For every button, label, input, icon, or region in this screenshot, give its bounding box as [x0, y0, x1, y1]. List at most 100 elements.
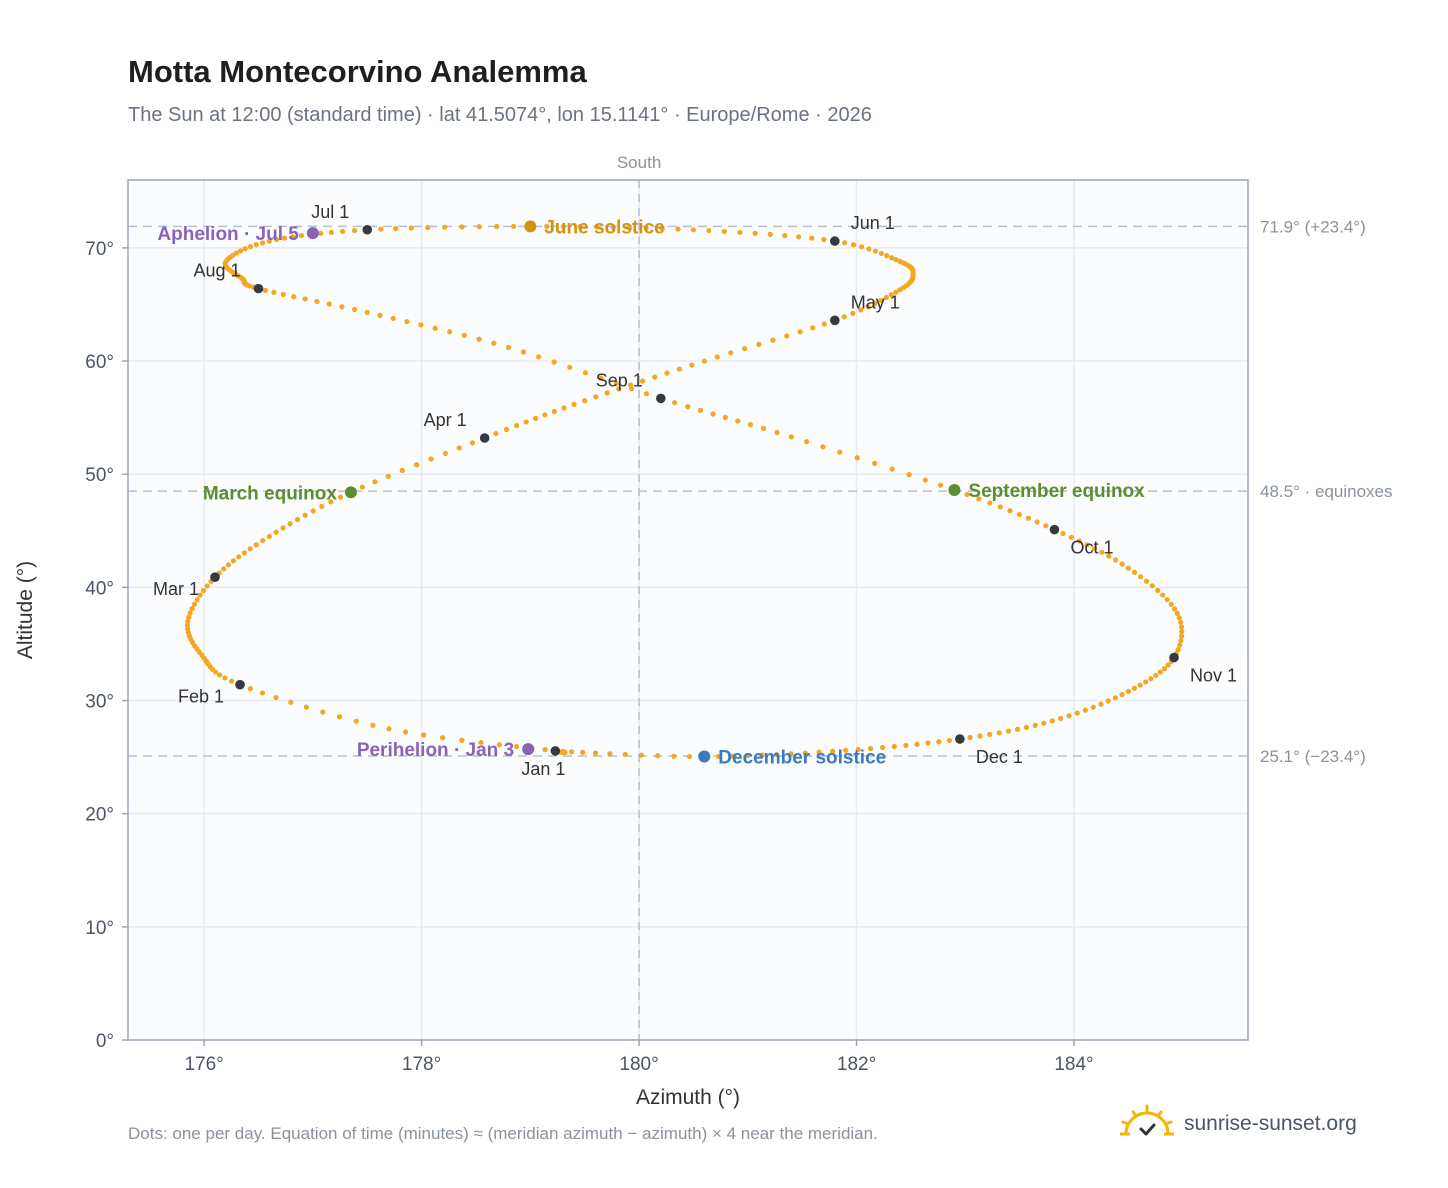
daily-dot	[493, 430, 499, 437]
daily-dot	[872, 248, 879, 254]
daily-dot	[690, 227, 697, 233]
daily-dot	[503, 426, 510, 433]
daily-dot	[582, 398, 588, 404]
month-marker	[829, 236, 840, 246]
daily-dot	[850, 242, 857, 248]
daily-dot	[1058, 715, 1064, 722]
daily-dot	[821, 236, 827, 243]
daily-dot	[1172, 606, 1178, 612]
daily-dot	[593, 394, 599, 400]
x-tick-label: 180°	[619, 1054, 658, 1075]
daily-dot	[686, 753, 693, 760]
daily-dot	[447, 329, 453, 335]
daily-dot	[1178, 619, 1184, 626]
daily-dot	[866, 246, 872, 252]
daily-dot	[820, 444, 826, 450]
month-marker	[253, 283, 264, 294]
daily-dot	[318, 230, 324, 236]
daily-dot	[671, 400, 678, 406]
daily-dot	[1068, 534, 1074, 540]
daily-dot	[610, 224, 616, 230]
daily-dot	[996, 730, 1002, 736]
daily-dot	[788, 434, 794, 440]
daily-dot	[390, 315, 396, 322]
daily-dot	[225, 562, 232, 568]
plot-frame	[127, 179, 1249, 1041]
daily-dot	[336, 714, 343, 720]
brand[interactable]: sunrise-sunset.org	[1120, 1102, 1357, 1146]
daily-dot	[987, 500, 993, 506]
daily-dot	[1032, 722, 1038, 728]
reference-line-label: 25.1° (−23.4°)	[1260, 747, 1366, 766]
daily-dot	[1153, 672, 1159, 679]
daily-dot	[1112, 695, 1118, 701]
daily-dot	[784, 333, 790, 339]
month-marker	[362, 224, 373, 235]
daily-dot	[1043, 523, 1049, 529]
daily-dot	[222, 675, 228, 681]
event-label: September equinox	[968, 481, 1145, 502]
daily-dot	[855, 746, 861, 753]
daily-dot	[1161, 666, 1168, 672]
month-marker	[955, 734, 965, 744]
daily-dot	[867, 745, 874, 752]
daily-dot	[782, 232, 788, 239]
daily-dot	[837, 449, 843, 455]
event-label: March equinox	[203, 483, 338, 504]
month-marker-label: Sep 1	[596, 370, 643, 390]
daily-dot	[925, 740, 931, 746]
daily-dot	[728, 350, 734, 356]
daily-dot	[266, 533, 272, 540]
daily-dot	[889, 466, 895, 472]
y-tick-label: 60°	[85, 352, 114, 373]
daily-dot	[1090, 704, 1096, 710]
daily-dot	[976, 496, 982, 502]
daily-dot	[821, 321, 827, 327]
daily-dot	[408, 225, 414, 231]
daily-dot	[1157, 669, 1163, 675]
daily-dot	[442, 224, 448, 230]
daily-dot	[914, 741, 920, 747]
daily-dot	[328, 499, 334, 505]
daily-dot	[280, 291, 286, 298]
month-marker	[656, 393, 666, 404]
sun-logo-icon	[1120, 1104, 1174, 1136]
daily-dot	[906, 472, 912, 478]
daily-dot	[1125, 688, 1131, 695]
daily-dot	[523, 419, 529, 425]
daily-dot	[253, 242, 259, 248]
daily-dot	[697, 407, 704, 413]
y-tick-label: 50°	[85, 465, 114, 486]
daily-dot	[1016, 511, 1022, 518]
daily-dot	[228, 678, 235, 684]
daily-dot	[967, 734, 973, 741]
daily-dot	[298, 232, 305, 239]
daily-dot	[858, 307, 864, 313]
month-marker-label: Dec 1	[976, 747, 1023, 767]
daily-dot	[319, 503, 325, 510]
daily-dot	[364, 309, 370, 315]
daily-dot	[469, 440, 476, 446]
daily-dot	[872, 300, 878, 307]
daily-dot	[303, 704, 310, 710]
daily-dot	[1005, 728, 1012, 734]
daily-dot	[1060, 530, 1066, 537]
y-tick-label: 0°	[96, 1031, 114, 1052]
daily-dot	[884, 253, 890, 259]
month-marker-label: Jan 1	[521, 759, 565, 779]
daily-dot	[810, 325, 816, 331]
daily-dot	[204, 583, 210, 589]
daily-dot	[744, 753, 751, 759]
daily-dot	[759, 752, 765, 758]
daily-dot	[428, 456, 434, 462]
event-marker	[522, 743, 535, 756]
daily-dot	[1092, 545, 1098, 552]
daily-dot	[1119, 561, 1125, 567]
daily-dot	[421, 732, 427, 738]
daily-dot	[722, 414, 728, 421]
daily-dot	[1066, 713, 1072, 719]
daily-dot	[897, 258, 903, 265]
daily-dot	[1084, 542, 1090, 548]
daily-dot	[194, 597, 200, 603]
daily-dot	[1155, 587, 1161, 594]
